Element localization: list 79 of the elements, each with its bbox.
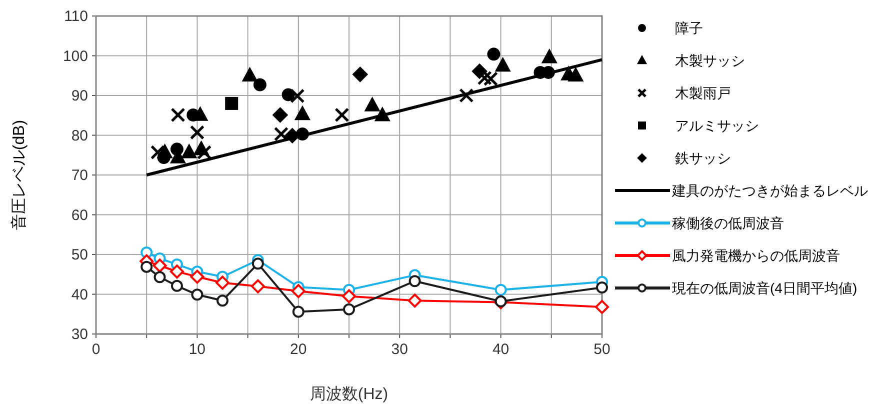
point [272,107,288,123]
point [290,88,305,104]
legend-item: 木製雨戸 [637,85,731,101]
y-tick-label: 110 [64,8,88,25]
point [483,72,498,86]
x-tick-label: 0 [92,341,100,358]
point [252,258,264,270]
point [459,88,474,103]
point [216,276,230,290]
legend-label: 鉄サッシ [675,150,731,166]
point [150,145,166,160]
point [152,258,167,273]
point [472,64,488,79]
point [342,289,356,304]
point [242,67,258,82]
legend-label: 現在の低周波音(4日間平均値) [672,280,858,296]
point [190,270,204,284]
legend-label: 建具のがたつきが始まるレベル [671,182,868,198]
legend-label: 風力発電機からの低周波音 [672,248,840,264]
point [487,48,500,61]
point [181,144,197,158]
legend-label: 木製雨戸 [675,85,731,101]
point [408,294,422,308]
point [334,108,350,122]
point [294,106,310,120]
point [170,280,183,292]
point [190,125,204,140]
point [170,108,186,122]
x-tick-label: 50 [594,341,610,358]
point [154,271,166,284]
x-axis-title: 周波数(Hz) [310,385,388,403]
y-tick-label: 50 [71,246,88,264]
legend-label: 障子 [675,20,703,36]
point [568,67,584,82]
legend-item: 鉄サッシ [637,150,731,166]
point [274,126,288,142]
point [191,288,204,301]
point [292,306,304,318]
point [282,88,295,102]
y-axis-title: 音圧レベル(dB) [10,120,28,230]
point [170,264,184,279]
y-tick-label: 30 [71,326,88,343]
point [250,279,265,294]
y-tick-label: 70 [71,167,88,184]
y-tick-label: 40 [71,286,88,304]
y-tick-label: 90 [71,88,88,104]
point [253,78,266,92]
point [596,281,608,294]
legend-item: 稼働後の低周波音 [615,215,784,231]
y-tick-label: 100 [62,48,88,65]
x-tick-label: 10 [188,341,206,358]
point [542,49,558,64]
y-tick-label: 80 [71,127,88,144]
point [595,300,609,314]
point [216,294,228,307]
point [477,70,492,86]
legend-item: 風力発電機からの低周波音 [615,248,840,264]
legend-item: アルミサッシ [638,118,759,134]
legend-item: 建具のがたつきが始まるレベル [615,182,868,198]
legend-item: 木製サッシ [636,52,745,68]
y-tick-label: 60 [71,206,88,224]
x-tick-label: 20 [290,341,307,358]
point [408,275,421,288]
legend-label: アルミサッシ [675,118,759,134]
point [343,303,355,316]
point [494,295,507,308]
x-tick-label: 30 [391,341,408,358]
legend-item: 現在の低周波音(4日間平均値) [615,280,858,296]
point [364,97,380,112]
point [494,284,507,296]
legend-label: 木製サッシ [675,52,745,68]
legend-item: 障子 [638,20,703,36]
point [352,66,368,82]
point [196,145,212,160]
legend-label: 稼働後の低周波音 [672,215,784,231]
point [495,57,511,72]
x-tick-label: 40 [492,341,510,358]
point [291,284,306,298]
point [140,260,153,273]
